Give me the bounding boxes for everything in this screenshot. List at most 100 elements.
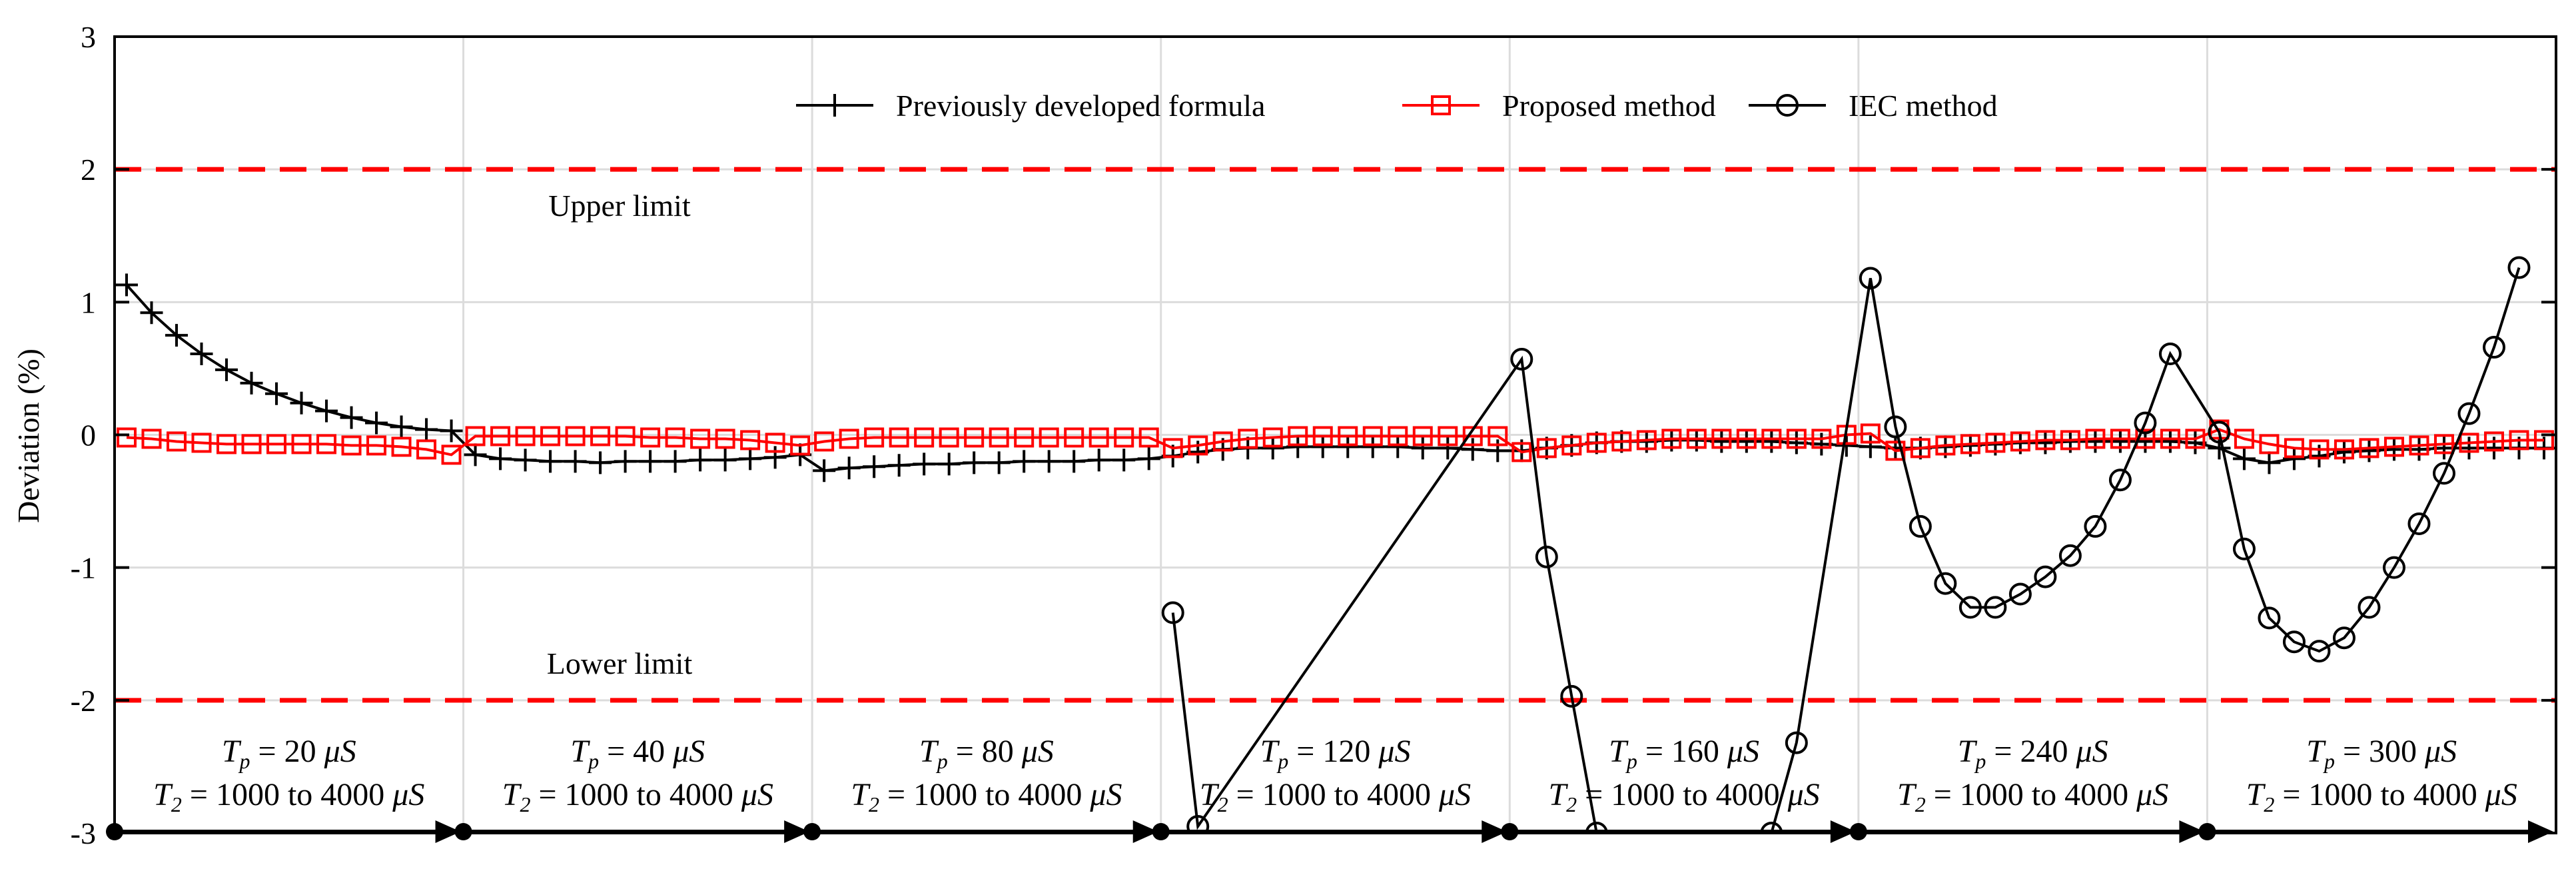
square-marker xyxy=(1935,435,1956,456)
y-tick-label: 2 xyxy=(81,153,96,187)
square-marker xyxy=(1636,430,1657,450)
square-marker xyxy=(1262,427,1283,448)
segment-arrowhead xyxy=(1482,820,1507,843)
plus-marker xyxy=(2208,436,2231,460)
segment-start-dot xyxy=(1849,823,1867,840)
square-marker xyxy=(1088,427,1109,448)
plus-marker xyxy=(315,399,338,423)
circle-marker xyxy=(2382,556,2405,579)
plus-marker xyxy=(1386,435,1410,458)
segment-tp-label: Tp = 120 μS xyxy=(1260,734,1411,773)
square-marker xyxy=(839,429,859,449)
plus-marker xyxy=(390,415,413,438)
plus-marker xyxy=(1336,435,1360,458)
square-marker xyxy=(391,436,412,457)
square-marker xyxy=(615,426,636,446)
square-marker xyxy=(1212,431,1233,452)
segment-start-dot xyxy=(106,823,123,840)
plus-marker xyxy=(614,450,637,473)
plus-marker xyxy=(813,459,836,482)
y-tick-label: 1 xyxy=(81,285,96,319)
tp-symbol: T xyxy=(919,734,939,769)
plus-marker xyxy=(290,391,313,415)
plus-marker xyxy=(1112,448,1136,472)
axis-layer: -3 -2 -1 0 1 2 3 xyxy=(71,20,2557,850)
square-marker xyxy=(2010,431,2030,452)
legend: Previously developed formula Proposed met… xyxy=(796,89,1998,123)
plus-marker xyxy=(1486,439,1509,462)
segment-tp-label: Tp = 20 μS xyxy=(222,734,356,773)
plus-marker xyxy=(265,382,288,405)
tp-unit: μS xyxy=(672,734,705,769)
square-marker xyxy=(1786,429,1807,449)
square-marker xyxy=(1736,429,1757,449)
t2-symbol: T xyxy=(1548,777,1568,812)
circle-marker xyxy=(2358,596,2381,619)
square-marker xyxy=(1536,438,1557,458)
circle-marker xyxy=(2507,256,2531,279)
circle-marker xyxy=(2308,640,2331,663)
circle-marker xyxy=(1186,815,1210,833)
plus-marker xyxy=(1835,434,1858,457)
circle-marker xyxy=(2058,544,2082,567)
square-marker xyxy=(1561,435,1582,456)
plus-marker xyxy=(514,448,537,472)
circle-marker xyxy=(2108,468,2132,492)
circle-marker xyxy=(1934,572,1957,595)
segment-start-dot xyxy=(803,823,821,840)
plus-marker xyxy=(639,450,662,473)
square-marker xyxy=(1488,426,1508,446)
square-marker xyxy=(814,431,835,452)
segment-tp-label: Tp = 80 μS xyxy=(919,734,1054,773)
square-marker xyxy=(914,427,935,448)
square-marker xyxy=(2035,430,2056,450)
t2-symbol: T xyxy=(1897,777,1917,812)
tp-symbol: T xyxy=(222,734,242,769)
square-marker xyxy=(1511,442,1532,462)
tp-unit: μS xyxy=(1378,734,1410,769)
tp-equals: = 20 xyxy=(250,734,324,769)
square-marker xyxy=(1661,429,1682,449)
plus-marker xyxy=(115,273,138,297)
tp-symbol: T xyxy=(1609,734,1629,769)
segment-start-dot xyxy=(1152,823,1170,840)
square-marker xyxy=(1338,426,1358,446)
plus-marker xyxy=(887,454,911,477)
plus-marker xyxy=(1013,450,1036,473)
tp-subscript: p xyxy=(238,749,250,773)
plus-marker xyxy=(663,450,687,473)
square-marker xyxy=(1885,440,1906,461)
t2-unit: μS xyxy=(1438,777,1471,812)
square-marker xyxy=(1138,427,1159,448)
tp-symbol: T xyxy=(1958,734,1978,769)
square-marker xyxy=(2433,434,2454,454)
plus-marker xyxy=(1137,447,1160,470)
plus-marker xyxy=(1037,450,1061,473)
circle-marker xyxy=(1560,684,1583,708)
square-marker xyxy=(316,434,337,454)
circle-marker xyxy=(1535,545,1558,568)
plus-marker xyxy=(2258,451,2281,474)
tp-symbol: T xyxy=(1260,734,1280,769)
t2-symbol: T xyxy=(2246,777,2266,812)
square-marker xyxy=(1761,429,1782,449)
plus-marker xyxy=(963,451,986,474)
square-marker xyxy=(191,433,212,453)
plus-marker xyxy=(489,447,512,470)
square-marker xyxy=(2185,429,2206,449)
square-marker xyxy=(964,427,985,448)
plus-marker xyxy=(1361,435,1384,458)
square-marker xyxy=(1114,427,1134,448)
plus-marker xyxy=(564,450,587,473)
square-marker xyxy=(665,427,685,448)
square-marker xyxy=(1312,426,1333,446)
segment-arrowhead xyxy=(2528,820,2553,843)
circle-marker xyxy=(2258,606,2281,630)
circle-marker xyxy=(2158,343,2182,366)
square-marker xyxy=(889,427,909,448)
segment-start-dot xyxy=(2198,823,2216,840)
plus-marker xyxy=(1411,436,1434,460)
plus-marker xyxy=(1461,438,1484,461)
square-marker xyxy=(740,430,761,450)
